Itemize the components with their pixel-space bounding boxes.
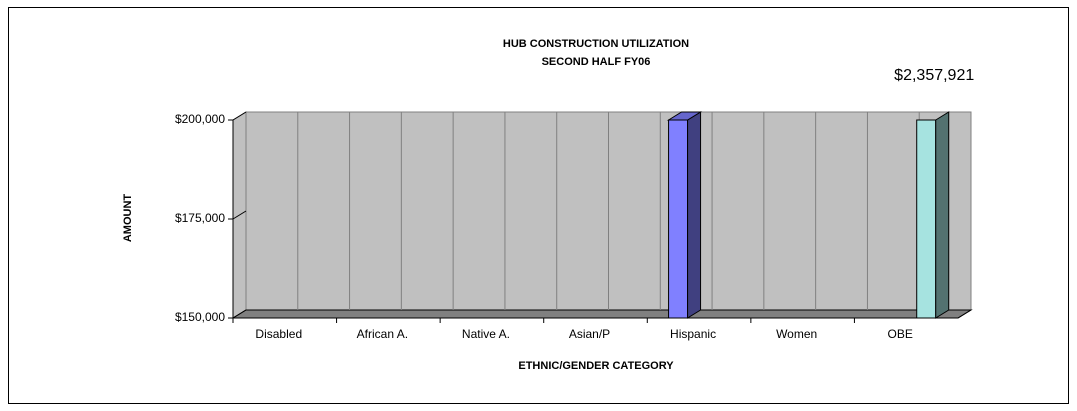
- bar-front: [916, 119, 937, 319]
- grid-line: [232, 111, 247, 121]
- x-tick-label: Disabled: [255, 327, 302, 341]
- x-axis-title: ETHNIC/GENDER CATEGORY: [518, 360, 674, 372]
- x-tick-label: Asian/P: [569, 327, 610, 341]
- chart-subtitle: SECOND HALF FY06: [542, 56, 651, 68]
- bar: [916, 111, 950, 319]
- chart-title: HUB CONSTRUCTION UTILIZATION: [503, 38, 689, 50]
- x-tick-label: African A.: [357, 327, 408, 341]
- y-axis-title: AMOUNT: [122, 194, 134, 243]
- x-tick-label: Native A.: [462, 327, 510, 341]
- y-tick-label: $150,000: [175, 310, 225, 324]
- x-tick-label: Women: [776, 327, 817, 341]
- bar-front: [668, 119, 689, 319]
- y-tick-label: $175,000: [175, 211, 225, 225]
- bar-top: [666, 111, 703, 121]
- y-tick-label: $200,000: [175, 112, 225, 126]
- grid-line: [232, 210, 247, 220]
- x-tick-label: OBE: [888, 327, 913, 341]
- x-tick-label: Hispanic: [670, 327, 716, 341]
- grid-line: [232, 309, 247, 319]
- floor: [231, 309, 973, 319]
- bar-side: [687, 111, 702, 319]
- bar-side: [935, 111, 950, 319]
- data-label: $2,357,921: [894, 67, 974, 84]
- x-axis-end: [957, 309, 972, 319]
- bar: [666, 111, 703, 319]
